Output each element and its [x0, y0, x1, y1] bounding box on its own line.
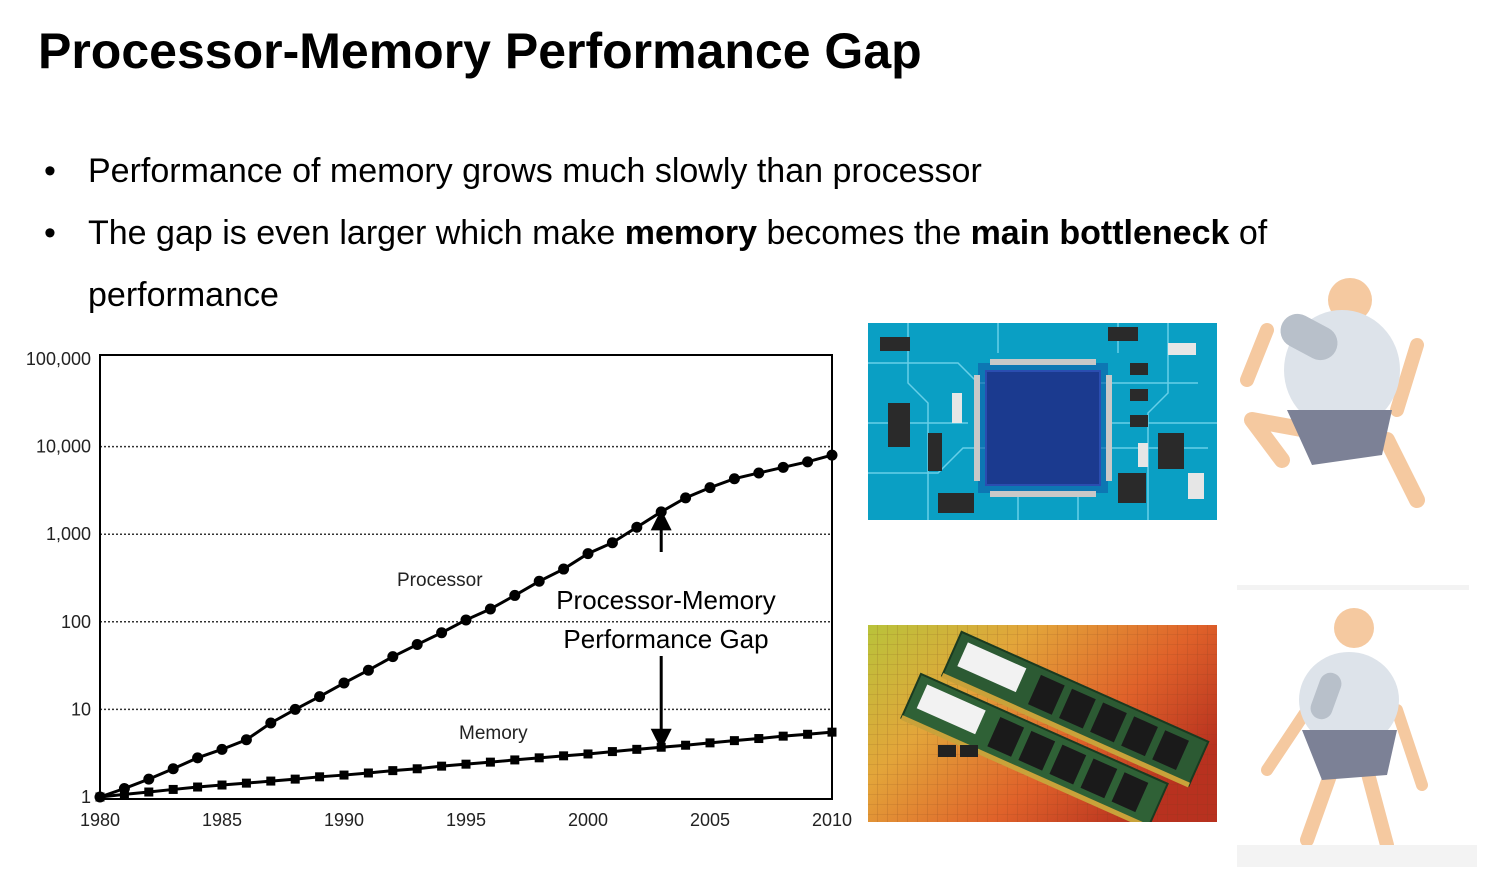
- performance-gap-chart: 1 10 100 1,000 10,000 100,000 1980 1985 1990 199…: [26, 349, 852, 830]
- data-point-memory: [754, 734, 764, 744]
- data-point-memory: [315, 772, 325, 782]
- data-point-memory: [119, 789, 129, 799]
- data-point-processor: [631, 521, 643, 533]
- runner-slow-icon: [1237, 608, 1477, 867]
- data-point-memory: [412, 764, 422, 774]
- data-point-memory: [803, 729, 813, 739]
- data-point-memory: [729, 736, 739, 746]
- data-point-memory: [656, 742, 666, 752]
- data-point-processor: [728, 473, 740, 485]
- plot-frame: [99, 354, 833, 800]
- data-point-memory: [583, 749, 593, 759]
- bullet-bold: memory: [624, 214, 757, 252]
- bullet-list: • Performance of memory grows much slowl…: [44, 140, 1344, 326]
- data-point-memory: [778, 731, 788, 741]
- data-point-memory: [632, 744, 642, 754]
- data-point-memory: [144, 787, 154, 797]
- data-point-processor: [655, 506, 667, 518]
- data-point-memory: [510, 755, 520, 765]
- data-point-processor: [533, 575, 545, 587]
- x-tick-label: 1985: [202, 810, 242, 830]
- data-point-memory: [485, 757, 495, 767]
- data-point-memory: [95, 792, 105, 802]
- x-tick-label: 1990: [324, 810, 364, 830]
- data-point-processor: [289, 703, 301, 715]
- data-point-memory: [559, 751, 569, 761]
- page-title: Processor-Memory Performance Gap: [38, 23, 922, 79]
- runner-fast-icon: [1237, 278, 1469, 590]
- y-tick-label: 100: [61, 612, 91, 632]
- data-point-processor: [314, 691, 326, 703]
- data-point-memory: [705, 738, 715, 748]
- data-point-processor: [704, 482, 716, 494]
- x-tick-label: 2010: [812, 810, 852, 830]
- data-point-memory: [241, 778, 251, 788]
- data-point-processor: [509, 589, 521, 601]
- data-point-processor: [826, 449, 838, 461]
- bullet-text: of performance: [88, 214, 1268, 314]
- data-point-processor: [143, 773, 155, 785]
- bullet-text: The gap is even larger which make: [88, 214, 625, 252]
- bullet-text: becomes the: [757, 214, 971, 252]
- data-point-processor: [411, 639, 423, 651]
- x-tick-label: 2000: [568, 810, 608, 830]
- chart-series: [94, 449, 838, 803]
- data-point-processor: [216, 743, 228, 755]
- data-point-memory: [437, 761, 447, 771]
- data-point-processor: [240, 734, 252, 746]
- data-point-memory: [827, 727, 837, 737]
- data-point-processor: [338, 677, 350, 689]
- data-point-processor: [606, 537, 618, 549]
- ram-modules-icon: [868, 625, 1217, 822]
- data-point-processor: [484, 603, 496, 615]
- y-tick-label: 1,000: [46, 524, 91, 544]
- data-point-processor: [167, 763, 179, 775]
- bullet-text: Performance of memory grows much slowly …: [88, 152, 982, 190]
- data-point-processor: [436, 627, 448, 639]
- series-label-processor: Processor: [397, 570, 483, 591]
- data-point-processor: [753, 467, 765, 479]
- x-tick-label: 1995: [446, 810, 486, 830]
- data-point-memory: [266, 776, 276, 786]
- data-point-processor: [192, 752, 204, 764]
- bullet-item: • Performance of memory grows much slowl…: [44, 140, 1344, 202]
- data-point-processor: [265, 717, 277, 729]
- y-axis-ticks: 1 10 100 1,000 10,000 100,000: [26, 349, 91, 807]
- bullet-bold: main bottleneck: [970, 214, 1230, 252]
- data-point-memory: [168, 784, 178, 794]
- data-point-memory: [217, 780, 227, 790]
- x-tick-label: 2005: [690, 810, 730, 830]
- x-tick-label: 1980: [80, 810, 120, 830]
- data-point-memory: [193, 782, 203, 792]
- data-point-processor: [777, 461, 789, 473]
- bullet-dot: •: [44, 152, 56, 190]
- gap-annotation-line1: Processor-Memory: [556, 585, 776, 615]
- chart-grid: [100, 445, 832, 711]
- data-point-processor: [582, 548, 594, 560]
- data-point-processor: [802, 456, 814, 468]
- series-label-memory: Memory: [459, 723, 528, 744]
- bullet-dot: •: [44, 214, 56, 252]
- data-point-memory: [388, 766, 398, 776]
- data-point-memory: [363, 768, 373, 778]
- y-tick-label: 100,000: [26, 349, 91, 369]
- x-axis-ticks: 1980 1985 1990 1995 2000 2005 2010: [80, 810, 852, 830]
- data-point-memory: [534, 753, 544, 763]
- data-point-memory: [290, 774, 300, 784]
- data-point-processor: [362, 664, 374, 676]
- data-point-memory: [461, 759, 471, 769]
- data-point-memory: [339, 770, 349, 780]
- data-point-processor: [680, 492, 692, 504]
- data-point-memory: [681, 740, 691, 750]
- circuit-board-icon: [868, 323, 1217, 520]
- data-point-processor: [387, 651, 399, 663]
- data-point-memory: [607, 747, 617, 757]
- data-point-processor: [460, 614, 472, 626]
- y-tick-label: 1: [81, 787, 91, 807]
- y-tick-label: 10: [71, 699, 91, 719]
- bullet-item: • The gap is even larger which make memo…: [44, 202, 1344, 326]
- gap-annotation-line2: Performance Gap: [563, 624, 768, 654]
- data-point-processor: [558, 563, 570, 575]
- y-tick-label: 10,000: [36, 437, 91, 457]
